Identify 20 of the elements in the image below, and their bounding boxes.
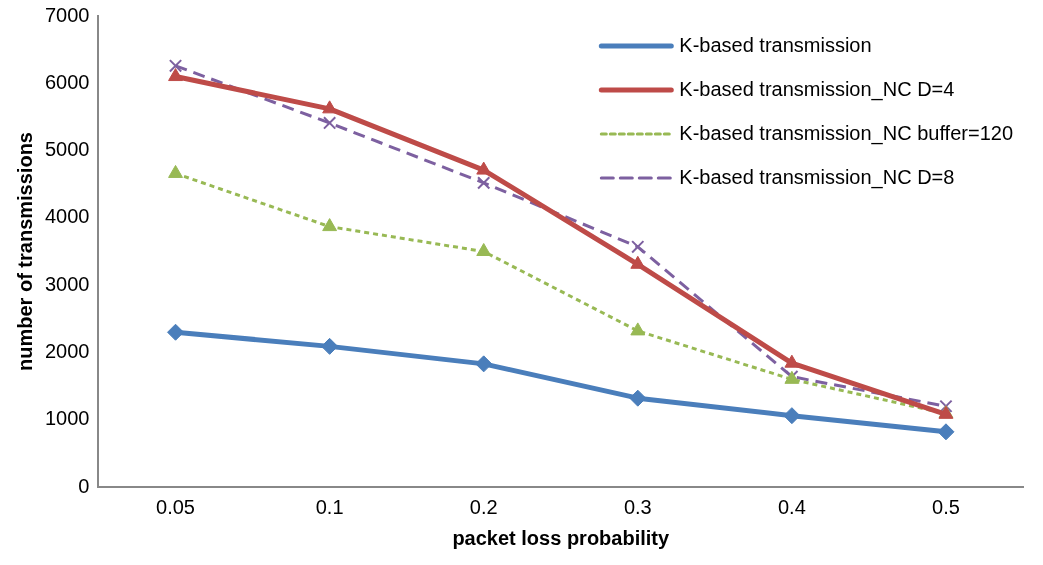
x-tick-label: 0.5 — [932, 495, 960, 518]
x-tick-label: 0.2 — [469, 495, 498, 518]
y-axis-title: number of transmissions — [13, 132, 36, 371]
y-tick-label: 6000 — [44, 70, 90, 93]
y-tick-label: 1000 — [44, 407, 90, 430]
y-tick-label: 7000 — [44, 3, 90, 26]
y-tick-label: 5000 — [44, 138, 90, 161]
legend-label: K-based transmission_NC D=8 — [679, 165, 955, 189]
y-tick-label: 4000 — [44, 205, 90, 228]
y-tick-label: 2000 — [44, 339, 90, 362]
x-tick-label: 0.05 — [156, 495, 195, 518]
legend-label: K-based transmission — [679, 33, 872, 56]
y-tick-label: 0 — [78, 474, 90, 497]
y-tick-label: 3000 — [44, 272, 90, 295]
x-tick-label: 0.3 — [623, 495, 652, 518]
legend-label: K-based transmission_NC D=4 — [679, 77, 955, 101]
x-axis-title: packet loss probability — [452, 526, 670, 549]
legend-label: K-based transmission_NC buffer=120 — [679, 121, 1013, 145]
x-tick-label: 0.4 — [777, 495, 806, 518]
x-tick-label: 0.1 — [315, 495, 344, 518]
